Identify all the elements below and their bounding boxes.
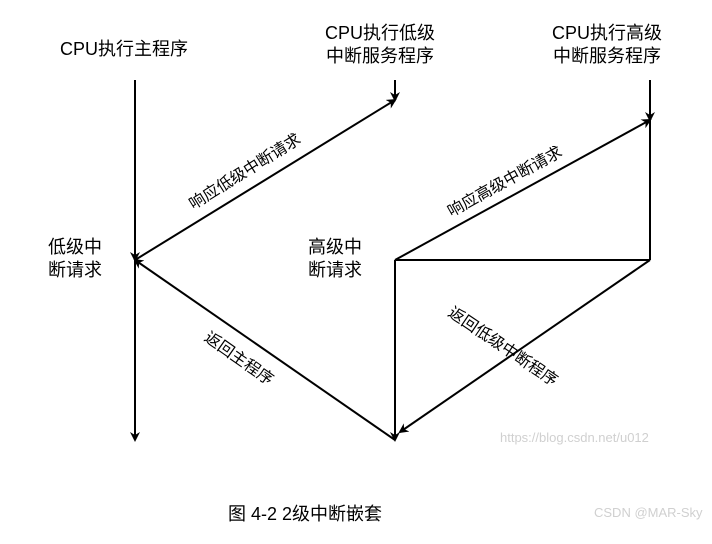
label-top-right: CPU执行高级 中断服务程序 <box>552 22 662 69</box>
watermark-1: https://blog.csdn.net/u012 <box>500 430 649 445</box>
watermark-2: CSDN @MAR-Sky <box>594 505 703 520</box>
label-mid-mid: 高级中 断请求 <box>308 236 362 283</box>
label-top-left: CPU执行主程序 <box>60 38 188 61</box>
label-top-mid: CPU执行低级 中断服务程序 <box>325 22 435 69</box>
figure-caption: 图 4-2 2级中断嵌套 <box>228 500 382 526</box>
diagram: CPU执行主程序 CPU执行低级 中断服务程序 CPU执行高级 中断服务程序 低… <box>0 0 712 544</box>
label-mid-left: 低级中 断请求 <box>48 236 102 283</box>
